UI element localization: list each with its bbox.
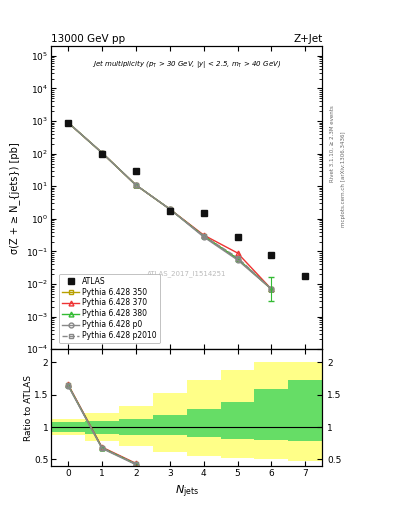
Pythia 6.428 350 bbox=[134, 182, 138, 188]
Pythia 6.428 350 bbox=[167, 206, 172, 212]
Pythia 6.428 380 bbox=[235, 255, 240, 262]
ATLAS bbox=[66, 120, 70, 126]
Line: ATLAS: ATLAS bbox=[65, 120, 309, 279]
Pythia 6.428 370 bbox=[201, 232, 206, 238]
Line: Pythia 6.428 380: Pythia 6.428 380 bbox=[66, 120, 274, 291]
Pythia 6.428 p2010 bbox=[66, 119, 70, 125]
Pythia 6.428 350 bbox=[66, 119, 70, 125]
Pythia 6.428 380 bbox=[66, 119, 70, 125]
Line: Pythia 6.428 p2010: Pythia 6.428 p2010 bbox=[66, 120, 274, 291]
Line: Pythia 6.428 p0: Pythia 6.428 p0 bbox=[66, 120, 274, 291]
Pythia 6.428 370 bbox=[269, 286, 274, 292]
Line: Pythia 6.428 370: Pythia 6.428 370 bbox=[66, 120, 274, 291]
Line: Pythia 6.428 350: Pythia 6.428 350 bbox=[66, 120, 274, 291]
Pythia 6.428 p2010 bbox=[99, 150, 104, 156]
Text: Z+Jet: Z+Jet bbox=[293, 34, 322, 44]
Pythia 6.428 350 bbox=[201, 233, 206, 239]
Pythia 6.428 370 bbox=[66, 119, 70, 125]
Pythia 6.428 370 bbox=[134, 182, 138, 188]
Pythia 6.428 p2010 bbox=[134, 182, 138, 188]
Pythia 6.428 380 bbox=[167, 206, 172, 212]
Pythia 6.428 350 bbox=[99, 150, 104, 156]
Pythia 6.428 p0 bbox=[235, 257, 240, 263]
ATLAS bbox=[269, 251, 274, 258]
Pythia 6.428 350 bbox=[235, 255, 240, 262]
Pythia 6.428 p0 bbox=[167, 206, 172, 212]
Text: 13000 GeV pp: 13000 GeV pp bbox=[51, 34, 125, 44]
Pythia 6.428 p0 bbox=[66, 119, 70, 125]
Pythia 6.428 p2010 bbox=[269, 286, 274, 292]
Y-axis label: Ratio to ATLAS: Ratio to ATLAS bbox=[24, 375, 33, 441]
ATLAS bbox=[134, 167, 138, 174]
Text: Rivet 3.1.10, ≥ 2.3M events: Rivet 3.1.10, ≥ 2.3M events bbox=[330, 105, 334, 182]
Pythia 6.428 p0 bbox=[134, 182, 138, 188]
ATLAS bbox=[303, 273, 308, 279]
Pythia 6.428 370 bbox=[99, 150, 104, 156]
Pythia 6.428 p0 bbox=[269, 286, 274, 292]
ATLAS bbox=[235, 234, 240, 240]
Pythia 6.428 380 bbox=[99, 150, 104, 156]
X-axis label: $N_\mathrm{jets}$: $N_\mathrm{jets}$ bbox=[174, 483, 199, 500]
Text: mcplots.cern.ch [arXiv:1306.3436]: mcplots.cern.ch [arXiv:1306.3436] bbox=[342, 132, 346, 227]
Pythia 6.428 370 bbox=[167, 206, 172, 212]
Pythia 6.428 p2010 bbox=[201, 233, 206, 239]
Text: ATLAS_2017_I1514251: ATLAS_2017_I1514251 bbox=[147, 270, 226, 277]
Pythia 6.428 380 bbox=[134, 182, 138, 188]
Pythia 6.428 380 bbox=[269, 286, 274, 292]
Pythia 6.428 p0 bbox=[99, 150, 104, 156]
Pythia 6.428 350 bbox=[269, 286, 274, 292]
Pythia 6.428 p2010 bbox=[167, 206, 172, 212]
Text: Jet multiplicity ($p_{\mathrm{T}}$ > 30 GeV, |y| < 2.5, $m_{\mathrm{T}}$ > 40 Ge: Jet multiplicity ($p_{\mathrm{T}}$ > 30 … bbox=[92, 58, 281, 70]
Y-axis label: σ(Z + ≥ N_{jets}) [pb]: σ(Z + ≥ N_{jets}) [pb] bbox=[9, 142, 20, 253]
Pythia 6.428 370 bbox=[235, 250, 240, 256]
Pythia 6.428 p2010 bbox=[235, 254, 240, 261]
Pythia 6.428 380 bbox=[201, 233, 206, 239]
ATLAS bbox=[99, 151, 104, 157]
ATLAS bbox=[167, 208, 172, 215]
ATLAS bbox=[201, 210, 206, 216]
Pythia 6.428 p0 bbox=[201, 234, 206, 240]
Legend: ATLAS, Pythia 6.428 350, Pythia 6.428 370, Pythia 6.428 380, Pythia 6.428 p0, Py: ATLAS, Pythia 6.428 350, Pythia 6.428 37… bbox=[59, 273, 160, 343]
